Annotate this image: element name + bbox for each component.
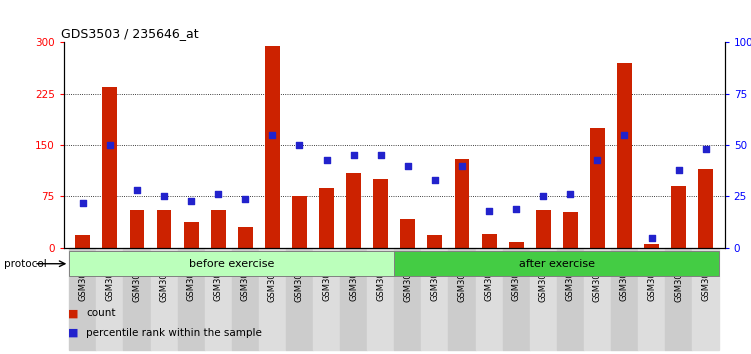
Point [456,163,468,169]
Point [77,200,89,205]
Bar [454,159,469,248]
Point [240,196,252,201]
Point [348,153,360,158]
Bar [96,248,123,350]
Bar [698,169,713,248]
Point [537,194,549,199]
Bar [671,186,686,248]
Bar [611,248,638,350]
Bar [584,248,611,350]
Point [185,198,198,204]
Bar [150,248,177,350]
Bar [69,251,394,276]
Bar [265,46,280,248]
Bar [394,248,421,350]
Text: count: count [86,308,116,318]
Bar [184,222,198,248]
Bar [394,251,719,276]
Bar [400,219,415,248]
Bar [102,87,117,248]
Point [131,188,143,193]
Bar [502,248,529,350]
Bar [427,235,442,248]
Bar [313,248,340,350]
Bar [205,248,232,350]
Point [510,206,522,212]
Text: before exercise: before exercise [189,259,274,269]
Bar [157,210,171,248]
Point [619,132,631,138]
Bar [563,212,578,248]
Point [294,142,306,148]
Bar [69,248,96,350]
Point [267,132,279,138]
Point [646,235,658,240]
Bar [129,210,144,248]
Text: ■: ■ [68,308,78,318]
Bar [448,248,475,350]
Bar [617,63,632,248]
Bar [177,248,205,350]
Bar [421,248,448,350]
Bar [75,235,90,248]
Bar [238,227,253,248]
Bar [346,172,361,248]
Bar [535,210,550,248]
Point [213,192,225,197]
Point [402,163,414,169]
Bar [232,248,259,350]
Bar [556,248,584,350]
Text: protocol: protocol [4,259,47,269]
Point [564,192,576,197]
Bar [292,196,307,248]
Point [483,208,495,214]
Bar [638,248,665,350]
Text: ■: ■ [68,328,78,338]
Point [158,194,170,199]
Bar [475,248,502,350]
Bar [367,248,394,350]
Point [673,167,685,173]
Bar [644,244,659,248]
Point [375,153,387,158]
Point [700,147,712,152]
Point [429,177,441,183]
Bar [123,248,150,350]
Bar [259,248,286,350]
Text: percentile rank within the sample: percentile rank within the sample [86,328,262,338]
Bar [508,242,523,248]
Text: GDS3503 / 235646_at: GDS3503 / 235646_at [61,27,198,40]
Bar [692,248,719,350]
Bar [529,248,556,350]
Bar [211,210,225,248]
Bar [590,128,605,248]
Bar [286,248,313,350]
Bar [665,248,692,350]
Point [321,157,333,162]
Text: after exercise: after exercise [519,259,595,269]
Point [591,157,603,162]
Bar [319,188,334,248]
Bar [340,248,367,350]
Bar [481,234,496,248]
Bar [373,179,388,248]
Point [104,142,116,148]
